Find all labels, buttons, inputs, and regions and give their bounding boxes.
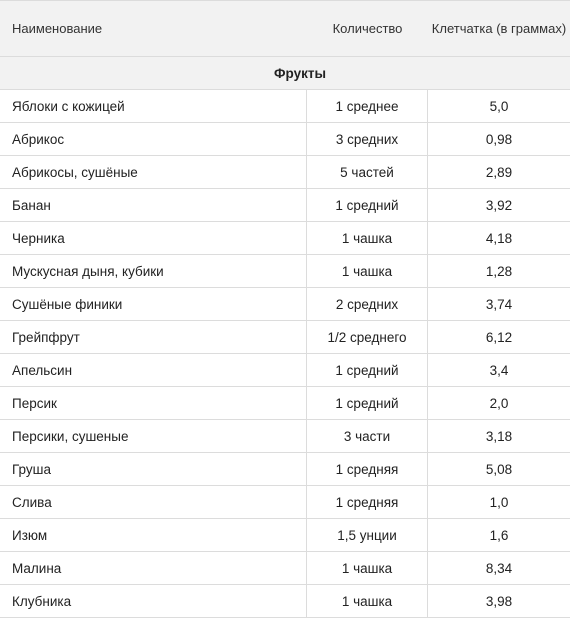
table-header-row: Наименование Количество Клетчатка (в гра…	[0, 1, 570, 57]
cell-fiber: 3,18	[485, 428, 513, 444]
cell-quantity: 3 части	[307, 420, 428, 452]
table-row: Малина 1 чашка 8,34	[0, 552, 570, 585]
cell-fiber: 5,0	[489, 98, 509, 114]
cell-fiber: 4,18	[485, 230, 513, 246]
cell-quantity: 3 средних	[307, 123, 428, 155]
cell-fiber: 3,92	[485, 197, 513, 213]
table-row: Изюм 1,5 унции 1,6	[0, 519, 570, 552]
table-body: Яблоки с кожицей 1 среднее 5,0 Абрикос 3 сре…	[0, 90, 570, 618]
table-row: Мускусная дыня, кубики 1 чашка 1,28	[0, 255, 570, 288]
cell-fiber: 1,0	[489, 494, 509, 510]
table-row: Абрикос 3 средних 0,98	[0, 123, 570, 156]
cell-fiber: 5,08	[485, 461, 513, 477]
cell-quantity: 1 среднее	[307, 90, 428, 122]
cell-fiber: 0,98	[485, 131, 513, 147]
table-row: Яблоки с кожицей 1 среднее 5,0	[0, 90, 570, 123]
cell-fiber: 1,6	[489, 527, 509, 543]
cell-quantity: 1 чашка	[307, 585, 428, 617]
cell-name: Персик	[0, 387, 307, 419]
table-row: Персик 1 средний 2,0	[0, 387, 570, 420]
cell-quantity: 1 средняя	[307, 453, 428, 485]
cell-quantity: 1 средняя	[307, 486, 428, 518]
table-row: Груша 1 средняя 5,08	[0, 453, 570, 486]
cell-quantity: 1 средний	[307, 189, 428, 221]
cell-quantity: 1 чашка	[307, 552, 428, 584]
cell-name: Груша	[0, 453, 307, 485]
cell-name: Изюм	[0, 519, 307, 551]
cell-fiber: 2,0	[489, 395, 509, 411]
header-quantity: Количество	[332, 20, 403, 36]
cell-fiber: 3,74	[485, 296, 513, 312]
cell-quantity: 1 чашка	[307, 255, 428, 287]
cell-name: Черника	[0, 222, 307, 254]
cell-name: Персики, сушеные	[0, 420, 307, 452]
cell-fiber: 1,28	[485, 263, 513, 279]
section-row: Фрукты	[0, 57, 570, 90]
cell-quantity: 2 средних	[307, 288, 428, 320]
cell-quantity: 1 средний	[307, 354, 428, 386]
cell-quantity: 1 чашка	[307, 222, 428, 254]
cell-fiber: 3,4	[489, 362, 509, 378]
cell-name: Апельсин	[0, 354, 307, 386]
section-title: Фрукты	[274, 65, 326, 81]
table-row: Сушёные финики 2 средних 3,74	[0, 288, 570, 321]
cell-name: Сушёные финики	[0, 288, 307, 320]
table-row: Банан 1 средний 3,92	[0, 189, 570, 222]
cell-name: Слива	[0, 486, 307, 518]
cell-name: Абрикосы, сушёные	[0, 156, 307, 188]
table-row: Черника 1 чашка 4,18	[0, 222, 570, 255]
header-name: Наименование	[12, 21, 103, 36]
table-row: Слива 1 средняя 1,0	[0, 486, 570, 519]
cell-fiber: 6,12	[485, 329, 513, 345]
table-row: Грейпфрут 1/2 среднего 6,12	[0, 321, 570, 354]
cell-name: Малина	[0, 552, 307, 584]
cell-name: Яблоки с кожицей	[0, 90, 307, 122]
cell-fiber: 8,34	[485, 560, 513, 576]
cell-quantity: 1,5 унции	[307, 519, 428, 551]
cell-fiber: 3,98	[485, 593, 513, 609]
cell-name: Абрикос	[0, 123, 307, 155]
cell-name: Клубника	[0, 585, 307, 617]
table-row: Абрикосы, сушёные 5 частей 2,89	[0, 156, 570, 189]
cell-name: Грейпфрут	[0, 321, 307, 353]
cell-name: Банан	[0, 189, 307, 221]
table-row: Апельсин 1 средний 3,4	[0, 354, 570, 387]
table-row: Персики, сушеные 3 части 3,18	[0, 420, 570, 453]
header-fiber: Клетчатка (в граммах)	[431, 20, 567, 36]
cell-quantity: 1/2 среднего	[307, 321, 428, 353]
table-row: Клубника 1 чашка 3,98	[0, 585, 570, 618]
cell-quantity: 5 частей	[307, 156, 428, 188]
cell-quantity: 1 средний	[307, 387, 428, 419]
cell-fiber: 2,89	[485, 164, 513, 180]
cell-name: Мускусная дыня, кубики	[0, 255, 307, 287]
